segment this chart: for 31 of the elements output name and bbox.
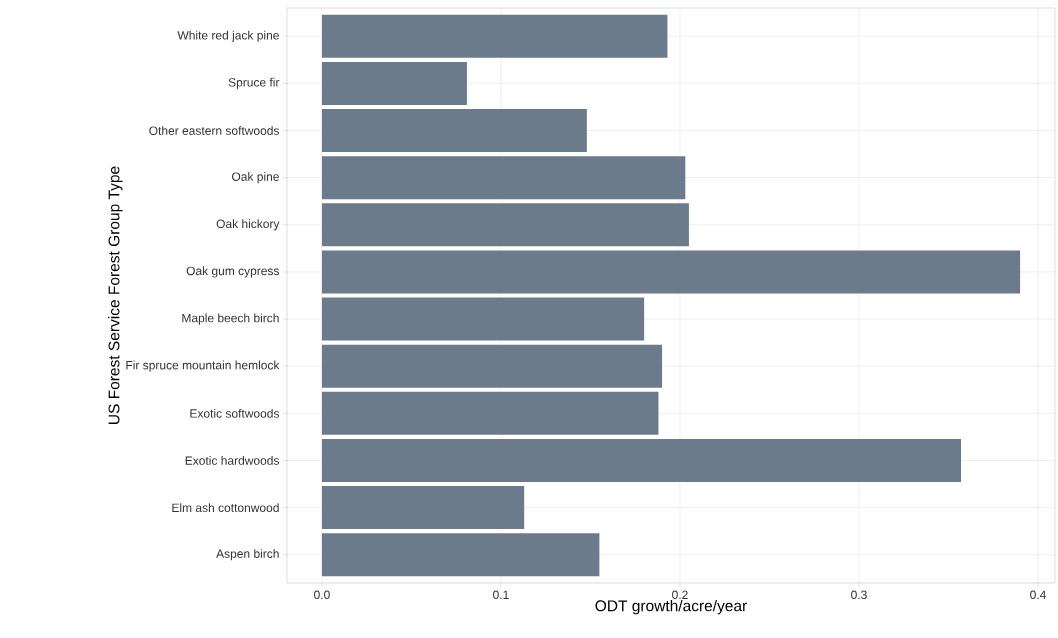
bar bbox=[321, 14, 668, 58]
y-tick-label: Elm ash cottonwood bbox=[172, 503, 279, 512]
x-tick-label: 0.3 bbox=[851, 590, 867, 600]
bar bbox=[321, 203, 689, 247]
bar bbox=[321, 438, 962, 482]
y-tick-label: Spruce fir bbox=[228, 77, 280, 89]
y-tick-label: Oak pine bbox=[232, 172, 279, 184]
bar bbox=[321, 344, 663, 388]
bar bbox=[321, 156, 686, 200]
x-tick-label: 0.1 bbox=[493, 590, 509, 600]
y-tick-label: White red jack pine bbox=[177, 30, 279, 42]
y-tick-label: Maple beech birch bbox=[182, 313, 279, 325]
y-tick-label: Exotic softwoods bbox=[190, 408, 280, 418]
bar bbox=[321, 486, 525, 530]
bar bbox=[321, 533, 600, 577]
bar bbox=[321, 61, 467, 105]
bar bbox=[321, 109, 587, 153]
x-tick-label: 0.4 bbox=[1030, 590, 1046, 600]
y-tick-label: Oak gum cypress bbox=[186, 266, 280, 278]
bar bbox=[321, 250, 1021, 294]
x-tick-label: 0.2 bbox=[672, 590, 688, 600]
y-tick-label: Exotic hardwoods bbox=[185, 456, 280, 465]
x-axis-title: ODT growth/acre/year bbox=[595, 599, 747, 615]
y-tick-label: Aspen birch bbox=[216, 549, 279, 561]
bar bbox=[321, 297, 645, 341]
y-axis-title: US Forest Service Forest Group Type bbox=[108, 166, 123, 424]
y-tick-label: Oak hickory bbox=[216, 219, 280, 231]
y-tick-label: Fir spruce mountain hemlock bbox=[126, 360, 280, 372]
bar bbox=[321, 391, 659, 435]
y-tick-label: Other eastern softwoods bbox=[149, 126, 280, 135]
x-tick-label: 0.0 bbox=[314, 590, 330, 600]
